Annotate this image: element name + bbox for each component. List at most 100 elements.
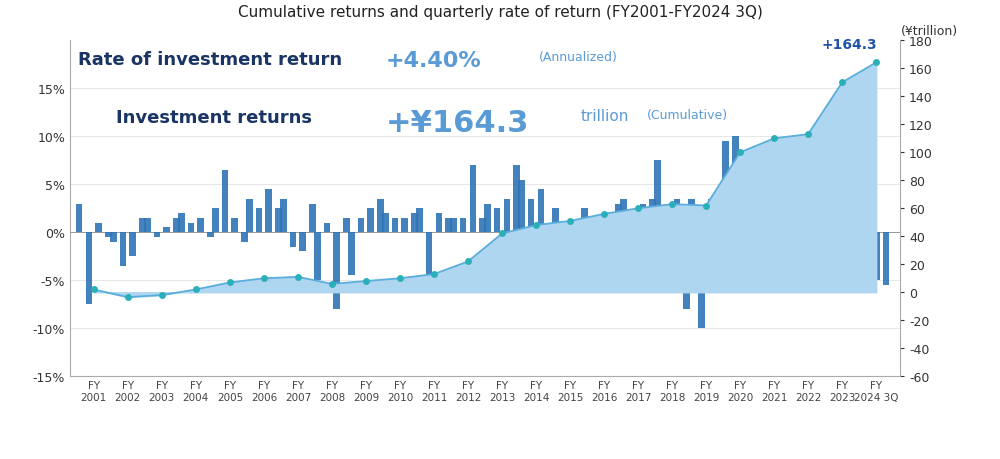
Point [800,131,816,139]
Bar [154,233,160,238]
Bar [163,228,170,233]
Bar [824,151,831,233]
Bar [392,218,398,233]
Bar [863,233,870,257]
Bar [139,218,146,233]
Point [664,201,680,208]
Bar [766,180,773,233]
Bar [538,190,544,233]
Bar [751,209,758,233]
Bar [178,213,185,233]
Point [426,271,442,278]
Bar [581,209,588,233]
Bar [256,209,262,233]
Point [290,274,306,281]
Bar [708,199,714,233]
Bar [324,223,330,233]
Bar [95,223,102,233]
Bar [436,213,442,233]
Bar [819,209,826,233]
Point [562,218,578,225]
Text: +164.3: +164.3 [821,38,877,52]
Bar [606,218,612,233]
Bar [620,199,627,233]
Bar [197,218,204,233]
Point [596,211,612,218]
Bar [742,151,748,233]
Bar [309,204,316,233]
Point [834,79,850,87]
Point [494,230,510,238]
Point [86,286,102,293]
Bar [844,199,850,233]
Bar [299,233,306,252]
Bar [790,233,797,266]
Bar [275,209,282,233]
Bar [265,190,272,233]
Bar [445,218,452,233]
Text: (Cumulative): (Cumulative) [647,108,728,121]
Point [154,292,170,299]
Bar [382,213,389,233]
Bar [596,218,603,233]
Bar [873,233,880,280]
Point [732,149,748,157]
Bar [785,175,792,233]
Bar [630,218,637,233]
Bar [280,199,287,233]
Bar [416,209,423,233]
Bar [834,199,841,233]
Point [630,205,646,213]
Bar [241,233,248,242]
Text: Investment returns: Investment returns [116,108,318,126]
Bar [314,233,321,280]
Bar [562,233,569,285]
Point [222,279,238,286]
Text: +4.40%: +4.40% [385,51,481,71]
Bar [479,218,486,233]
Bar [853,137,860,233]
Bar [552,209,559,233]
Point [460,258,476,266]
Bar [810,199,816,233]
Point [766,135,782,143]
Point [392,275,408,282]
Bar [207,233,214,238]
Bar [572,233,578,280]
Bar [129,233,136,257]
Point [256,275,272,282]
Bar [470,166,476,233]
Bar [683,233,690,309]
Bar [688,199,695,233]
Bar [547,233,554,247]
Bar [800,233,807,266]
Bar [513,166,520,233]
Bar [484,204,491,233]
Bar [450,218,457,233]
Bar [426,233,432,276]
Bar [246,199,253,233]
Bar [105,233,112,238]
Bar [358,218,364,233]
Bar [290,233,296,247]
Bar [222,171,228,233]
Bar [722,142,729,233]
Bar [343,218,350,233]
Point [358,278,374,285]
Text: Cumulative returns and quarterly rate of return (FY2001-FY2024 3Q): Cumulative returns and quarterly rate of… [238,5,762,20]
Bar [654,161,661,233]
Bar [698,233,705,329]
Bar [76,204,82,233]
Bar [411,213,418,233]
Point [324,280,340,288]
Bar [615,204,622,233]
Bar [377,199,384,233]
Bar [86,233,92,305]
Bar [640,204,646,233]
Bar [732,137,739,233]
Bar [144,218,151,233]
Point [868,60,884,67]
Bar [188,223,194,233]
Bar [649,199,656,233]
Text: (Annualized): (Annualized) [539,51,618,64]
